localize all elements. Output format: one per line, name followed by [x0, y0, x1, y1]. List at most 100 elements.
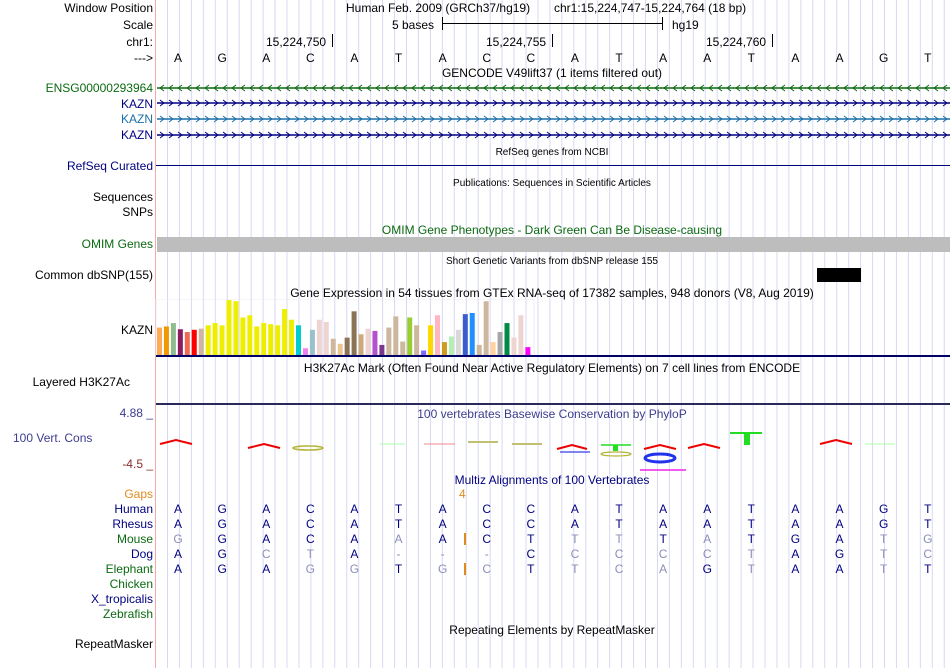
- strand-arrow-icon: [762, 131, 768, 139]
- phylop-letter-a-icon: [687, 442, 721, 449]
- gtex-tissue-bar[interactable]: [296, 325, 301, 355]
- phylop-label[interactable]: 100 Vert. Cons: [13, 431, 93, 445]
- gtex-tissue-bar[interactable]: [268, 324, 274, 355]
- gtex-tissue-bar[interactable]: [358, 334, 364, 355]
- omim-gene-bar[interactable]: [157, 237, 950, 252]
- gtex-tissue-bar[interactable]: [198, 328, 204, 355]
- publications-label-sequences[interactable]: Sequences: [92, 190, 153, 204]
- strand-arrow-icon: [825, 84, 831, 92]
- gtex-tissue-bar[interactable]: [511, 337, 517, 355]
- gtex-tissue-bar[interactable]: [414, 325, 420, 355]
- strand-arrow-icon: [321, 131, 327, 139]
- gtex-tissue-bar[interactable]: [393, 316, 399, 355]
- gtex-tissue-bar[interactable]: [476, 344, 482, 355]
- gtex-tissue-bar[interactable]: [448, 336, 454, 355]
- gtex-tissue-bar[interactable]: [177, 329, 183, 355]
- gtex-tissue-bar[interactable]: [226, 300, 232, 355]
- insertion-marker[interactable]: [464, 563, 466, 575]
- gtex-tissue-bar[interactable]: [462, 314, 468, 355]
- species-label[interactable]: Human: [114, 502, 153, 516]
- gtex-tissue-bar[interactable]: [254, 326, 260, 355]
- gtex-tissue-bar[interactable]: [497, 332, 503, 355]
- gtex-tissue-bar[interactable]: [219, 325, 225, 355]
- gtex-tissue-bar[interactable]: [289, 319, 295, 355]
- gap-count[interactable]: 4: [459, 487, 466, 501]
- scale-text: 5 bases: [392, 18, 435, 32]
- gtex-tissue-bar[interactable]: [163, 326, 169, 355]
- omim-label[interactable]: OMIM Genes: [81, 237, 153, 251]
- gtex-tissue-bar[interactable]: [191, 329, 197, 355]
- gtex-tissue-bar[interactable]: [309, 329, 315, 355]
- strand-arrow-icon: [798, 115, 804, 123]
- strand-arrow-icon: [780, 131, 786, 139]
- gtex-tissue-bar[interactable]: [261, 323, 267, 355]
- strand-arrow-icon: [231, 131, 237, 139]
- strand-arrow-icon: [681, 99, 687, 107]
- gtex-tissue-bar[interactable]: [386, 327, 392, 355]
- gtex-tissue-bar[interactable]: [372, 330, 378, 355]
- gtex-tissue-bar[interactable]: [170, 323, 176, 355]
- gtex-tissue-bar[interactable]: [365, 328, 371, 355]
- gtex-tissue-bar[interactable]: [435, 315, 440, 355]
- gene-label-ensg[interactable]: ENSG00000293964: [45, 81, 153, 95]
- gtex-tissue-bar[interactable]: [337, 343, 343, 355]
- gtex-bar-chart[interactable]: [155, 299, 550, 356]
- species-label[interactable]: Zebrafish: [102, 607, 153, 621]
- strand-arrow-icon: [843, 84, 849, 92]
- species-label[interactable]: X_tropicalis: [90, 592, 153, 606]
- refseq-gene-line[interactable]: [156, 165, 950, 166]
- gtex-tissue-bar[interactable]: [275, 325, 281, 355]
- gene-label-kazn-1[interactable]: KAZN: [120, 97, 153, 111]
- gtex-tissue-bar[interactable]: [504, 323, 510, 355]
- snp-feature[interactable]: [817, 268, 861, 282]
- gtex-tissue-bar[interactable]: [316, 319, 322, 355]
- gtex-tissue-bar[interactable]: [455, 329, 461, 355]
- repeatmasker-label[interactable]: RepeatMasker: [74, 637, 153, 651]
- gtex-tissue-bar[interactable]: [240, 317, 246, 355]
- strand-arrow-icon: [267, 84, 273, 92]
- species-label[interactable]: Mouse: [116, 532, 153, 546]
- gtex-tissue-bar[interactable]: [525, 347, 531, 355]
- gtex-tissue-bar[interactable]: [205, 325, 211, 355]
- refseq-label[interactable]: RefSeq Curated: [66, 159, 153, 173]
- strand-arrow-icon: [861, 131, 867, 139]
- gtex-tissue-bar[interactable]: [407, 317, 413, 355]
- gtex-tissue-bar[interactable]: [441, 342, 447, 355]
- strand-label[interactable]: --->: [134, 51, 153, 65]
- gtex-tissue-bar[interactable]: [212, 323, 218, 355]
- strand-arrow-icon: [663, 99, 669, 107]
- gtex-tissue-bar[interactable]: [323, 321, 329, 355]
- species-label[interactable]: Elephant: [105, 562, 153, 576]
- gtex-tissue-bar[interactable]: [330, 338, 336, 355]
- gtex-tissue-bar[interactable]: [282, 309, 288, 355]
- gtex-tissue-bar[interactable]: [379, 344, 385, 355]
- gtex-tissue-bar[interactable]: [351, 311, 357, 355]
- gtex-tissue-bar[interactable]: [490, 342, 496, 355]
- gtex-tissue-bar[interactable]: [233, 301, 239, 355]
- publications-label-snps[interactable]: SNPs: [122, 205, 153, 219]
- strand-arrow-icon: [465, 115, 471, 123]
- gtex-tissue-bar[interactable]: [483, 301, 489, 355]
- dbsnp-label[interactable]: Common dbSNP(155): [34, 268, 153, 282]
- gaps-label[interactable]: Gaps: [124, 487, 153, 501]
- insertion-marker[interactable]: [464, 533, 466, 545]
- gtex-tissue-bar[interactable]: [518, 315, 524, 355]
- gene-models[interactable]: [0, 0, 950, 150]
- gtex-tissue-bar[interactable]: [302, 348, 308, 355]
- species-label[interactable]: Rhesus: [112, 517, 153, 531]
- gtex-label[interactable]: KAZN: [120, 323, 153, 337]
- gtex-tissue-bar[interactable]: [421, 350, 427, 355]
- gtex-tissue-bar[interactable]: [400, 341, 406, 355]
- gtex-tissue-bar[interactable]: [247, 315, 253, 355]
- h3k27ac-label[interactable]: Layered H3K27Ac: [32, 375, 130, 389]
- species-label[interactable]: Chicken: [109, 577, 153, 591]
- gtex-tissue-bar[interactable]: [157, 327, 162, 355]
- gtex-tissue-bar[interactable]: [184, 332, 190, 355]
- gene-label-kazn-2[interactable]: KAZN: [120, 112, 153, 126]
- gtex-tissue-bar[interactable]: [469, 313, 475, 355]
- gtex-tissue-bar[interactable]: [428, 325, 434, 355]
- species-label[interactable]: Dog: [130, 547, 153, 561]
- gtex-tissue-bar[interactable]: [344, 337, 350, 355]
- strand-arrow-icon: [258, 131, 264, 139]
- gene-label-kazn-3[interactable]: KAZN: [120, 128, 153, 142]
